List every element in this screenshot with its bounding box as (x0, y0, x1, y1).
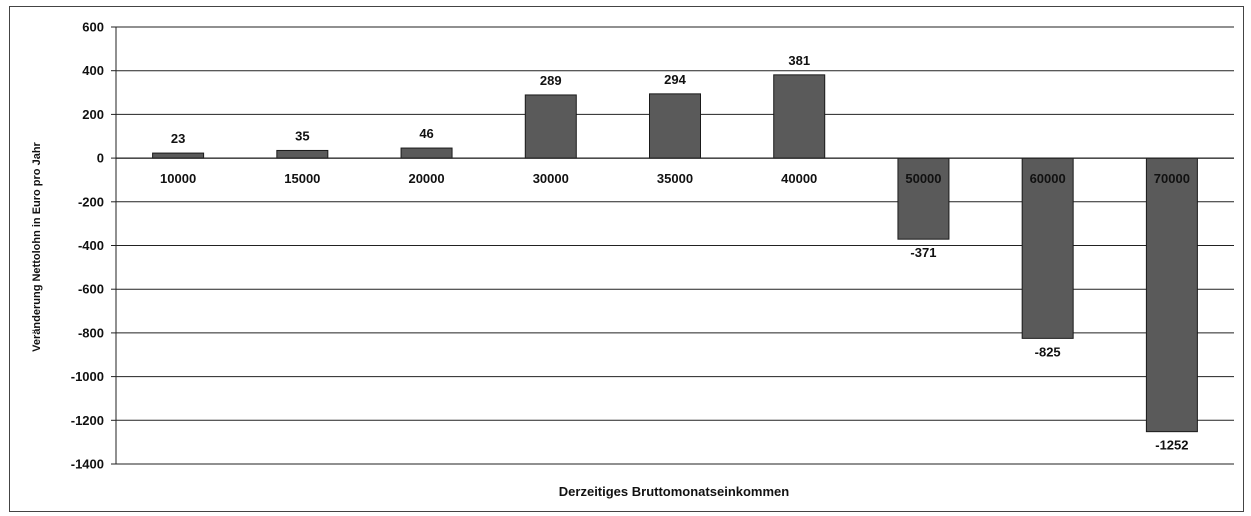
y-tick-label: -1000 (71, 369, 104, 384)
category-labels: 10000 15000 20000 30000 35000 40000 50000 60000… (160, 171, 1190, 186)
bar-50000 (897, 157, 950, 240)
bar-35000 (649, 93, 701, 159)
bar-15000 (276, 149, 329, 159)
data-label: -371 (910, 245, 936, 260)
y-tick-label: 0 (97, 151, 104, 166)
x-category-label: 10000 (160, 171, 196, 186)
x-category-label: 30000 (533, 171, 569, 186)
y-tick-label: -800 (78, 325, 104, 340)
y-tick-label: -200 (78, 194, 104, 209)
data-labels: 23 35 46 289 294 381 -371 -825 -1252 (171, 53, 1189, 453)
data-label: 23 (171, 131, 185, 146)
y-axis-title: Veränderung Nettolohn in Euro pro Jahr (31, 141, 43, 351)
axes (111, 26, 1234, 465)
data-label: 381 (788, 53, 810, 68)
bar-20000 (400, 147, 453, 159)
bar-60000 (1021, 157, 1074, 339)
bar-30000 (524, 94, 577, 159)
x-category-label: 20000 (408, 171, 444, 186)
data-label: 294 (664, 72, 686, 87)
y-tick-label: -600 (78, 282, 104, 297)
y-tick-label: 600 (82, 20, 104, 35)
data-label: 35 (295, 128, 309, 143)
x-category-label: 15000 (284, 171, 320, 186)
bars (152, 74, 1198, 433)
bar-70000 (1145, 157, 1198, 433)
y-tick-label: -1200 (71, 413, 104, 428)
bar-40000 (773, 74, 826, 159)
y-tick-label: 400 (82, 63, 104, 78)
y-tick-label: -400 (78, 238, 104, 253)
y-tick-label: -1400 (71, 457, 104, 472)
data-label: -1252 (1155, 438, 1188, 453)
data-label: 289 (540, 73, 562, 88)
y-tick-labels: 600 400 200 0 -200 -400 -600 -800 -1000 -1200 -140… (71, 20, 104, 472)
x-category-label: 40000 (781, 171, 817, 186)
y-tick-label: 200 (82, 107, 104, 122)
x-axis-title: Derzeitiges Bruttomonatseinkommen (559, 484, 789, 499)
data-label: 46 (419, 126, 433, 141)
x-category-label: 50000 (905, 171, 941, 186)
bar-10000 (152, 152, 205, 159)
x-category-label: 70000 (1154, 171, 1190, 186)
x-category-label: 60000 (1030, 171, 1066, 186)
x-category-label: 35000 (657, 171, 693, 186)
data-label: -825 (1035, 344, 1061, 359)
